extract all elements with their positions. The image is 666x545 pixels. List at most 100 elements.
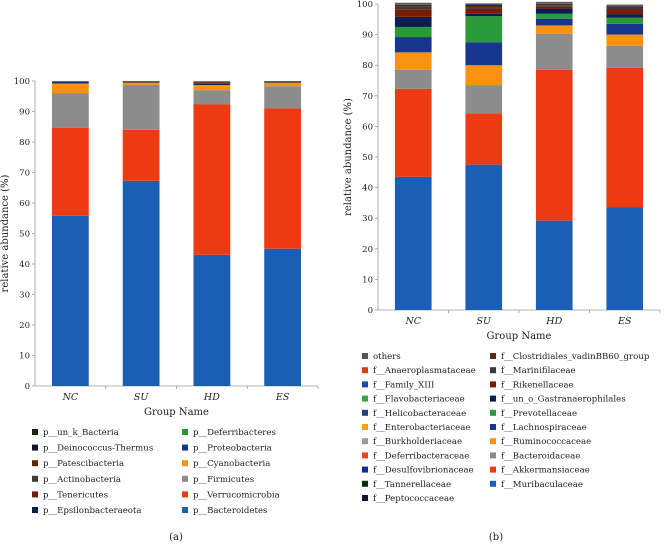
legend-label: f__Helicobacteraceae xyxy=(373,409,466,419)
bar-segment xyxy=(264,81,302,83)
y-tick-label: 90 xyxy=(19,108,30,118)
bar-segment xyxy=(394,176,432,310)
legend-swatch xyxy=(362,495,368,501)
legend-label: p__Deferribacteres xyxy=(193,428,276,438)
legend-swatch xyxy=(32,475,38,482)
bar-segment xyxy=(122,81,160,82)
legend-label: f__Enterobacteriaceae xyxy=(373,423,470,433)
legend-swatch xyxy=(490,381,496,388)
bar-segment xyxy=(51,93,89,128)
bar-segment xyxy=(51,215,89,386)
legend-swatch xyxy=(362,367,368,374)
y-tick-label: 20 xyxy=(362,245,373,255)
bar-segment xyxy=(606,14,644,18)
legend-label: f__Flavobacteriaceae xyxy=(373,395,465,405)
y-tick-label: 40 xyxy=(362,184,373,194)
bar-segment xyxy=(606,45,644,68)
legend-swatch xyxy=(362,452,368,459)
legend-label: p__Proteobacteria xyxy=(193,444,272,454)
y-tick-label: 100 xyxy=(357,0,373,10)
bar-segment xyxy=(394,69,432,89)
bar-segment xyxy=(394,4,432,6)
x-category-label: SU xyxy=(476,316,492,327)
panel-label: (b) xyxy=(489,532,503,543)
bar-segment xyxy=(51,81,89,83)
panel-a: 0 10 20 30 40 50 60 70 80 90 100 relative abundance… xyxy=(0,77,319,543)
panel-b: 0 10 20 30 40 50 60 70 80 90 100 relative abundance… xyxy=(343,0,661,543)
bar-segment xyxy=(465,13,503,17)
bar-segment xyxy=(465,16,503,43)
y-tick-label: 50 xyxy=(19,230,30,240)
legend-swatch xyxy=(362,395,368,402)
bar-segment xyxy=(606,9,644,15)
legend-label: f__Akkermansiaceae xyxy=(501,466,590,476)
legend-label: f__Tannerellaceae xyxy=(373,480,451,490)
y-tick-label: 100 xyxy=(14,77,30,87)
bar-segment xyxy=(264,86,302,109)
legend-label: p__Firmicutes xyxy=(193,475,254,485)
legend-label: p__Actinobacteria xyxy=(43,475,121,485)
bar-segment xyxy=(193,90,231,105)
bar-segment xyxy=(606,6,644,8)
bar-segment xyxy=(394,6,432,10)
bar-segment xyxy=(535,220,573,310)
legend-label: p__Cyanobacteria xyxy=(193,459,270,469)
legend-swatch xyxy=(182,460,188,467)
legend-label: f__Ruminococcaceae xyxy=(501,437,591,447)
legend-swatch xyxy=(182,429,188,435)
bar-segment xyxy=(394,52,432,70)
x-category-label: ES xyxy=(275,392,290,403)
y-tick-label: 70 xyxy=(19,169,30,179)
legend-label: f__Clostridiales_vadinBB60_group xyxy=(501,352,650,362)
legend-label: p__Verrucomicrobia xyxy=(193,490,280,500)
legend-swatch xyxy=(362,409,368,416)
bar-segment xyxy=(394,2,432,4)
bar-segment xyxy=(465,8,503,14)
legend-label: f__Marinifilaceae xyxy=(501,366,576,376)
bar-segment xyxy=(264,81,302,82)
bar-segment xyxy=(51,83,89,94)
bar-segment xyxy=(535,25,573,34)
x-category-label: HD xyxy=(203,392,220,403)
bar-segment xyxy=(465,113,503,165)
legend-label: f__Desulfovibrionaceae xyxy=(373,466,474,476)
y-tick-label: 40 xyxy=(19,260,30,270)
bar-segment xyxy=(394,37,432,53)
bar-segment xyxy=(465,3,503,4)
bar-segment xyxy=(51,81,89,82)
bar-segment xyxy=(535,4,573,5)
bar-segment xyxy=(264,82,302,87)
bar-segment xyxy=(535,18,573,26)
legend-label: p__Deinococcus-Thermus xyxy=(43,444,153,454)
legend-swatch xyxy=(32,429,38,435)
bar-segment xyxy=(394,5,432,7)
bar-segment xyxy=(193,81,231,83)
y-tick-label: 10 xyxy=(362,275,373,285)
bar-segment xyxy=(394,9,432,17)
bar-segment xyxy=(535,13,573,19)
x-category-label: NC xyxy=(404,316,421,327)
legend-label: f__Deferribacteraceae xyxy=(373,451,469,461)
legend-label: f__Family_XIII xyxy=(373,380,434,390)
panel-label: (a) xyxy=(169,532,183,543)
legend-swatch xyxy=(490,395,496,402)
x-category-label: NC xyxy=(62,392,79,403)
bar-segment xyxy=(465,85,503,114)
legend-swatch xyxy=(32,491,38,498)
bar-segment xyxy=(264,108,302,249)
legend-label: p__un_k_Bacteria xyxy=(43,428,119,438)
bar-segment xyxy=(606,17,644,24)
legend-swatch xyxy=(490,424,496,430)
y-tick-label: 90 xyxy=(362,31,373,41)
legend-swatch xyxy=(32,460,38,467)
legend-label: p__Tenericutes xyxy=(43,490,108,500)
bar-segment xyxy=(535,5,573,7)
legend-swatch xyxy=(362,353,368,359)
bar-segment xyxy=(193,84,231,91)
legend-swatch xyxy=(362,466,368,473)
bar-segment xyxy=(606,34,644,46)
x-axis-title: Group Name xyxy=(487,331,552,342)
bar-segment xyxy=(193,254,231,386)
bar-segment xyxy=(535,6,573,9)
